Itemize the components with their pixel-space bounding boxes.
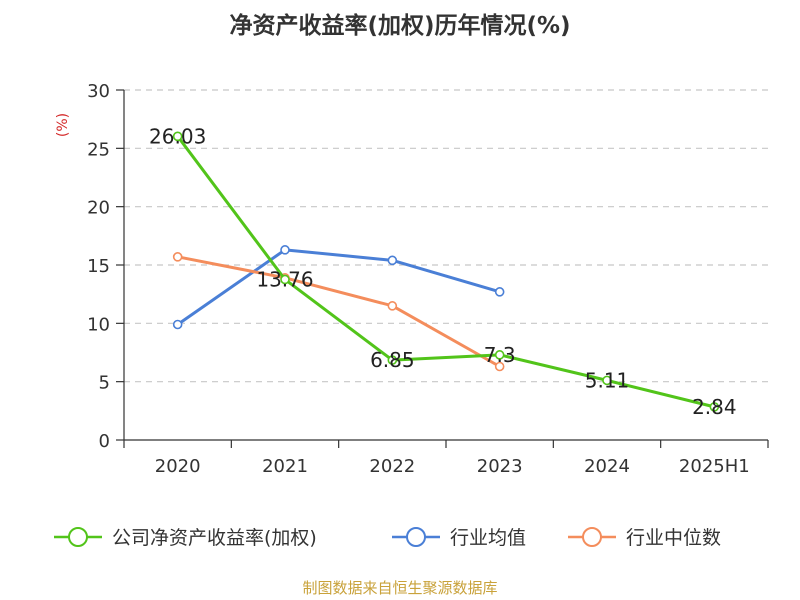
data-label: 5.11 (585, 368, 630, 392)
y-tick-label: 30 (87, 81, 110, 102)
legend-item[interactable]: 公司净资产收益率(加权) (54, 527, 317, 549)
source-note: 制图数据来自恒生聚源数据库 (302, 579, 497, 597)
y-tick-label: 15 (87, 256, 110, 277)
y-axis-unit: (%) (55, 113, 71, 137)
chart-title: 净资产收益率(加权)历年情况(%) (229, 12, 570, 39)
data-label: 13.76 (256, 267, 313, 291)
x-tick-label: 2025H1 (679, 456, 750, 477)
y-tick-label: 25 (87, 139, 110, 160)
y-tick-label: 20 (87, 198, 110, 219)
x-tick-label: 2022 (369, 456, 415, 477)
series-line (176, 248, 501, 326)
legend-marker (406, 527, 426, 547)
data-point[interactable] (280, 245, 290, 255)
data-labels: 26.03 13.76 6.85 7.3 5.11 2.84 (149, 124, 737, 419)
data-label: 6.85 (370, 348, 415, 372)
series-layer (172, 131, 720, 412)
legend-marker (582, 527, 602, 547)
grid-lines (124, 89, 768, 383)
data-point[interactable] (494, 361, 505, 372)
data-point[interactable] (709, 402, 720, 412)
legend-label: 行业中位数 (626, 527, 721, 549)
data-point[interactable] (387, 301, 398, 311)
data-point[interactable] (280, 274, 290, 285)
data-point[interactable] (172, 131, 183, 142)
data-label: 7.3 (484, 343, 516, 367)
axes (116, 89, 769, 448)
y-tick-label: 0 (99, 431, 110, 452)
data-point[interactable] (494, 287, 505, 297)
data-point[interactable] (602, 375, 612, 386)
data-point[interactable] (172, 319, 183, 330)
x-axis-ticks: 2020 2021 2022 2023 2024 2025H1 (155, 456, 750, 477)
x-tick-label: 2021 (262, 456, 308, 477)
legend-item[interactable]: 行业中位数 (568, 527, 721, 549)
x-tick-label: 2023 (477, 456, 523, 477)
series-line (177, 255, 501, 368)
data-point[interactable] (172, 252, 183, 262)
legend-marker (68, 527, 88, 547)
legend-label: 公司净资产收益率(加权) (112, 527, 317, 549)
data-point[interactable] (387, 255, 398, 266)
y-tick-label: 10 (87, 314, 110, 335)
y-axis-ticks: 0 5 10 15 20 25 30 (87, 81, 110, 452)
series-line (176, 135, 715, 409)
data-label: 2.84 (692, 395, 737, 419)
legend-item[interactable]: 行业均值 (392, 527, 526, 549)
data-point[interactable] (387, 355, 398, 365)
x-tick-label: 2020 (155, 456, 201, 477)
data-point[interactable] (494, 350, 505, 360)
data-label: 26.03 (149, 124, 206, 148)
legend-label: 行业均值 (450, 527, 526, 549)
y-tick-label: 5 (99, 373, 110, 394)
x-tick-label: 2024 (584, 456, 630, 477)
legend[interactable]: 公司净资产收益率(加权) 行业均值 行业中位数 (54, 527, 721, 549)
